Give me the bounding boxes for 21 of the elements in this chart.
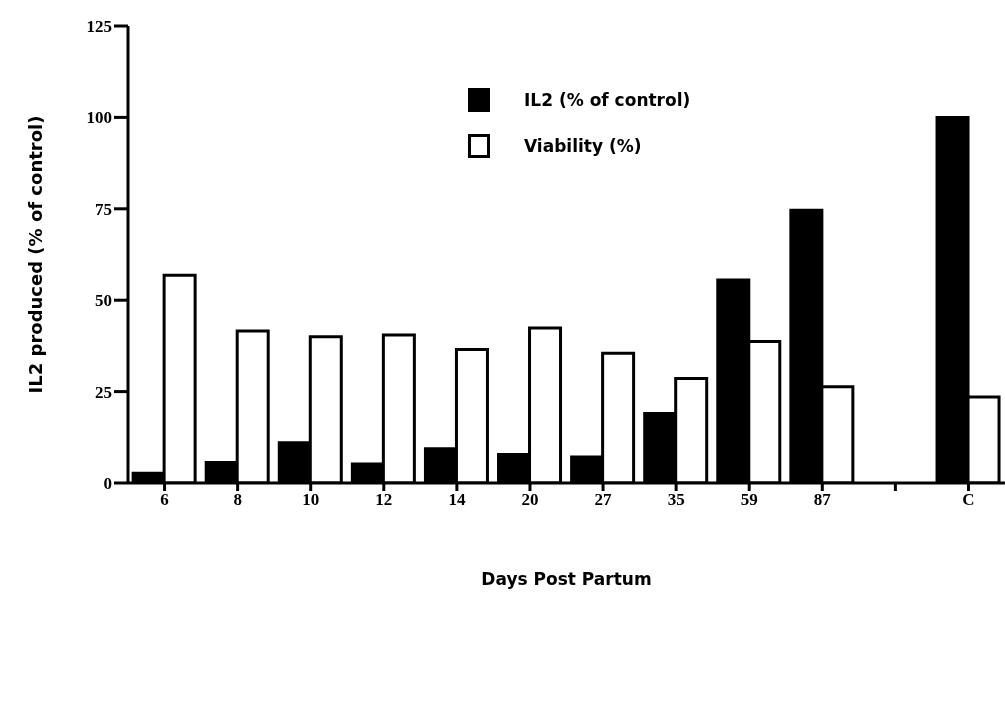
- y-tick-label: 125: [86, 17, 112, 37]
- x-tick-label: 20: [521, 490, 539, 510]
- x-tick-label: 87: [813, 490, 832, 510]
- y-tick-label: 100: [86, 108, 112, 128]
- x-tick-label: 10: [302, 490, 320, 510]
- x-tick-label: 59: [740, 490, 758, 510]
- x-tick-label: 12: [375, 490, 393, 510]
- y-tick-label: 25: [95, 382, 112, 402]
- y-tick-label: 75: [95, 199, 112, 219]
- legend-label: Viability (%): [524, 136, 642, 156]
- x-tick-label: 6: [160, 490, 169, 510]
- legend-label: IL2 (% of control): [524, 90, 691, 110]
- y-tick-label: 0: [103, 474, 112, 494]
- x-tick-label: C: [962, 490, 975, 510]
- x-tick-label: 27: [594, 490, 613, 510]
- x-axis-title: Days Post Partum: [481, 569, 652, 589]
- y-axis-title: IL2 produced (% of control): [25, 115, 47, 394]
- x-tick-label: 14: [448, 490, 466, 510]
- x-tick-label: 35: [667, 490, 685, 510]
- x-tick-label: 8: [233, 490, 242, 510]
- y-tick-label: 50: [95, 291, 112, 311]
